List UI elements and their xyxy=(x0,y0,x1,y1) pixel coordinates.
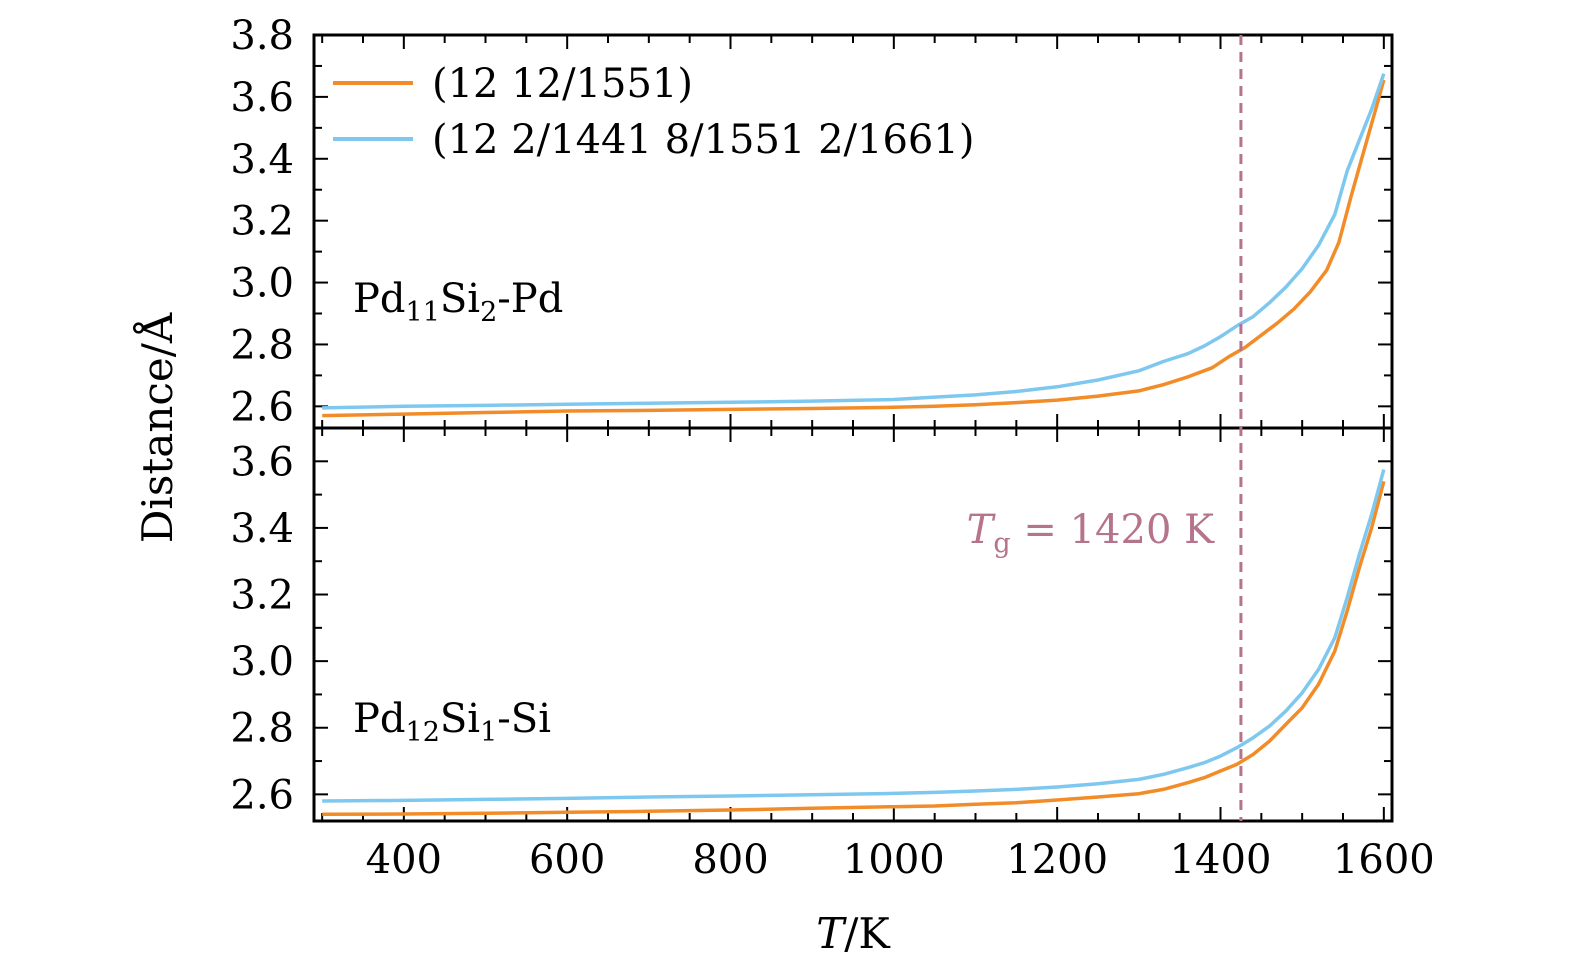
top-panel-ticks: 2.6 2.8 3.0 3.2 3.4 3.6 3.8 xyxy=(230,13,1392,430)
top-series-line-1 xyxy=(322,79,1386,418)
top-y-tick-label: 3.6 xyxy=(230,75,294,121)
bottom-y-tick-label: 3.2 xyxy=(230,573,294,619)
legend: (12 12/1551) (12 2/1441 8/1551 2/1661) xyxy=(333,61,974,163)
x-tick-label: 600 xyxy=(529,837,605,883)
x-tick-label: 400 xyxy=(366,837,442,883)
bottom-y-tick-label: 3.6 xyxy=(230,439,294,485)
top-panel-label: Pd11Si2-Pd xyxy=(353,276,563,328)
x-tick-label: 1200 xyxy=(1006,837,1108,883)
top-y-tick-label: 3.0 xyxy=(230,261,294,307)
bottom-panel-frame xyxy=(312,426,1394,823)
top-y-tick-label: 3.4 xyxy=(230,137,294,183)
x-tick-label: 1000 xyxy=(843,837,945,883)
x-axis-title: T/K xyxy=(816,909,891,958)
legend-label-series-2: (12 2/1441 8/1551 2/1661) xyxy=(432,117,974,163)
bottom-y-tick-label: 2.8 xyxy=(230,706,294,752)
bottom-y-tick-label: 3.4 xyxy=(230,506,294,552)
top-panel-series xyxy=(322,73,1386,418)
bottom-panel-ticks: 2.6 2.8 3.0 3.2 3.4 3.6 400 600 800 1000 1200 1400 1… xyxy=(230,428,1435,883)
x-tick-label: 800 xyxy=(692,837,768,883)
bottom-series-line-1 xyxy=(322,480,1386,817)
top-y-tick-label: 3.8 xyxy=(230,13,294,59)
bottom-panel-label: Pd12Si1-Si xyxy=(353,696,551,748)
glass-transition-label: Tg = 1420 K xyxy=(967,507,1215,559)
bottom-series-line-2 xyxy=(322,469,1386,803)
bottom-y-tick-label: 3.0 xyxy=(230,639,294,685)
x-tick-label: 1400 xyxy=(1170,837,1272,883)
x-tick-label: 1600 xyxy=(1333,837,1435,883)
top-y-tick-label: 2.8 xyxy=(230,322,294,368)
bottom-panel-series xyxy=(322,469,1386,817)
top-y-tick-label: 3.2 xyxy=(230,199,294,245)
bottom-y-tick-label: 2.6 xyxy=(230,772,294,818)
top-series-line-2 xyxy=(322,73,1386,410)
legend-label-series-1: (12 12/1551) xyxy=(432,61,693,107)
top-y-tick-label: 2.6 xyxy=(230,384,294,430)
y-axis-title: Distance/Å xyxy=(132,312,182,543)
